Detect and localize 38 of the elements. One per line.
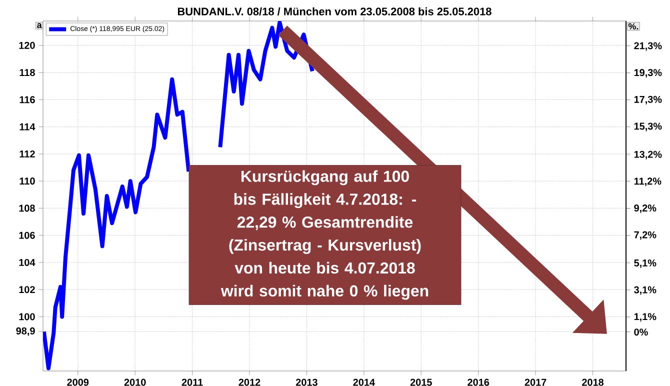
y2-tick-label: 13,2% <box>634 150 662 160</box>
y-tick-label: 106 <box>19 232 35 239</box>
y2-axis-title: %. <box>628 23 638 30</box>
y-tick-label: 98,9 <box>16 327 35 336</box>
y2-tick-label: 1,1% <box>634 313 656 322</box>
y-tick-label: 120 <box>19 42 35 49</box>
y2-tick-label: 7,2% <box>634 231 656 240</box>
y-tick-label: 104 <box>19 258 36 266</box>
x-tick-label: 2012 <box>238 378 260 386</box>
y2-tick-label: 3,1% <box>634 286 656 295</box>
y2-tick-label: 15,3% <box>634 122 662 132</box>
y-tick-label: 110 <box>20 178 35 185</box>
y-tick-label: 116 <box>20 96 35 104</box>
y-tick-label: 114 <box>20 123 36 130</box>
y-axis-title: a <box>37 23 42 28</box>
x-tick-label: 2014 <box>353 378 375 386</box>
annotation: Kursrückgang auf 100 bis Fälligkeit 4.7.2018: - 22,29 % Gesamtrendite (Zinsertrag - Kursverlust) von heute bis 4.07.2018 wird somit nahe 0 % liegen <box>220 170 428 300</box>
y-tick-label: 112 <box>20 150 35 158</box>
y-tick-label: 102 <box>19 286 35 294</box>
y-tick-label: 118 <box>20 69 35 76</box>
chart-title: BUNDANL.V. 08/18 / München vom 23.05.2008 bis 25.05.2018 <box>178 7 492 16</box>
y2-tick-label: 5,1% <box>634 259 656 268</box>
y2-tick-label: 17,3% <box>634 96 662 104</box>
y2-tick-label: 0% <box>634 328 648 336</box>
x-tick-label: 2017 <box>524 378 546 386</box>
x-tick-label: 2015 <box>410 378 432 386</box>
y2-tick-label: 21,3% <box>634 42 662 51</box>
x-tick-label: 2018 <box>582 378 604 386</box>
x-tick-label: 2011 <box>182 378 203 386</box>
y-tick-label: 108 <box>19 204 35 212</box>
y2-tick-label: 9,2% <box>634 204 656 213</box>
y2-tick-label: 19,3% <box>634 69 662 78</box>
x-tick-label: 2016 <box>468 378 490 386</box>
y2-tick-label: 11,2% <box>634 178 662 186</box>
x-tick-label: 2009 <box>67 378 89 386</box>
y-tick-label: 100 <box>19 313 35 320</box>
x-tick-label: 2013 <box>296 378 318 386</box>
x-tick-label: 2010 <box>124 378 146 386</box>
